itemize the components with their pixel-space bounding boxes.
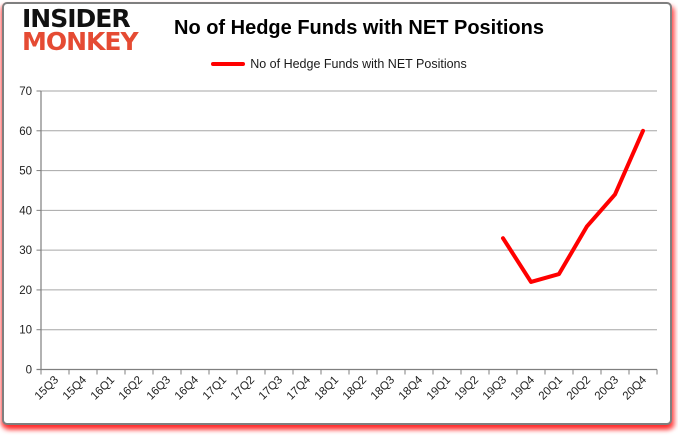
x-tick-label-17Q1: 17Q1 (201, 374, 229, 402)
x-tick-label-17Q4: 17Q4 (285, 374, 314, 403)
x-tick-label-20Q1: 20Q1 (537, 374, 565, 402)
insider-monkey-logo: INSIDER MONKEY (22, 4, 139, 56)
x-tick-label-19Q4: 19Q4 (509, 374, 538, 403)
chart-frame (2, 2, 672, 425)
y-tick-label: 30 (19, 245, 32, 257)
logo-line-insider: INSIDER (22, 4, 131, 33)
x-tick-label-15Q3: 15Q3 (33, 374, 61, 402)
x-tick-label-18Q1: 18Q1 (313, 374, 341, 402)
page-title: No of Hedge Funds with NET Positions (174, 17, 544, 39)
y-tick-label: 70 (19, 86, 32, 98)
x-tick-label-16Q2: 16Q2 (117, 374, 145, 402)
x-tick-label-17Q2: 17Q2 (229, 374, 257, 402)
x-tick-label-19Q3: 19Q3 (481, 374, 509, 402)
x-tick-label-18Q2: 18Q2 (341, 374, 369, 402)
x-tick-label-16Q4: 16Q4 (173, 374, 202, 403)
x-tick-label-20Q4: 20Q4 (621, 374, 650, 403)
x-tick-label-17Q3: 17Q3 (257, 374, 285, 402)
y-tick-label: 10 (19, 325, 32, 337)
legend-label: No of Hedge Funds with NET Positions (250, 57, 467, 71)
x-tick-label-16Q3: 16Q3 (145, 374, 173, 402)
y-tick-label: 20 (19, 285, 32, 297)
y-tick-label: 50 (19, 166, 32, 178)
x-tick-label-20Q3: 20Q3 (593, 374, 621, 402)
x-tick-label-16Q1: 16Q1 (89, 374, 117, 402)
logo-line-monkey: MONKEY (22, 27, 139, 56)
legend-line-swatch (211, 62, 246, 66)
x-tick-label-18Q4: 18Q4 (397, 374, 426, 403)
x-tick-label-20Q2: 20Q2 (565, 374, 593, 402)
y-tick-label: 40 (19, 205, 32, 217)
y-tick-label: 0 (26, 365, 32, 377)
x-tick-label-15Q4: 15Q4 (61, 374, 90, 403)
y-tick-label: 60 (19, 126, 32, 138)
x-tick-label-19Q1: 19Q1 (425, 374, 453, 402)
x-tick-label-19Q2: 19Q2 (453, 374, 481, 402)
series-line (501, 128, 645, 284)
x-tick-label-18Q3: 18Q3 (369, 374, 397, 402)
legend: No of Hedge Funds with NET Positions (0, 57, 678, 71)
